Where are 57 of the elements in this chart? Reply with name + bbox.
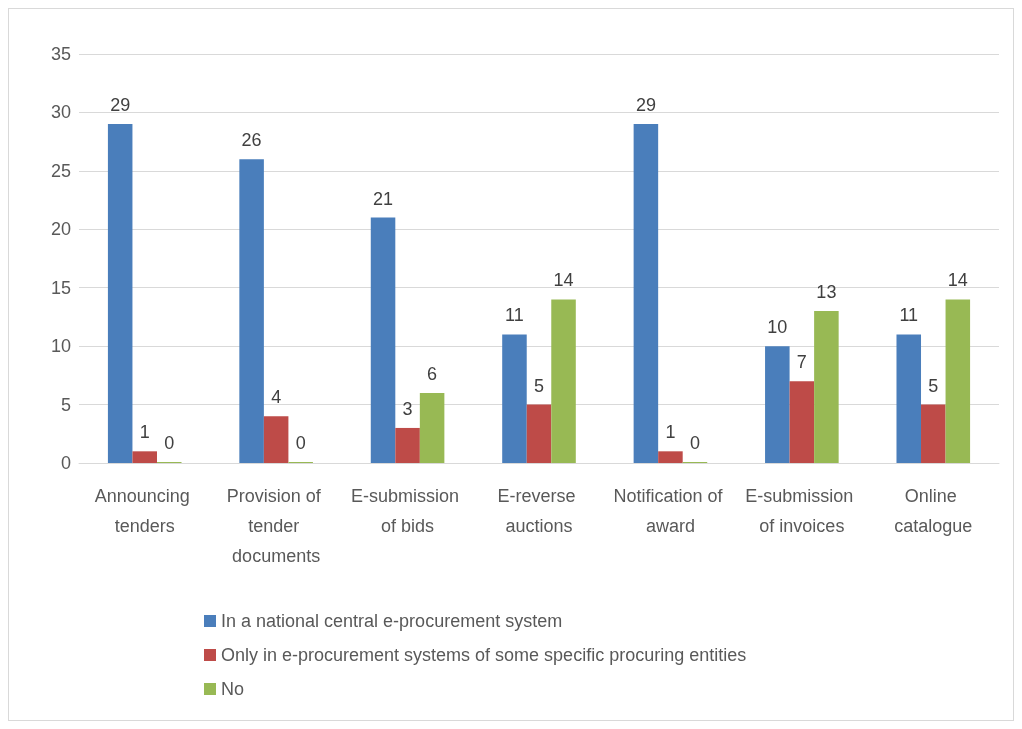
x-tick-label: Notification of award [613, 486, 728, 536]
x-tick-label: E-submission of invoices [745, 486, 859, 536]
data-label: 26 [241, 130, 262, 151]
data-label: 6 [427, 363, 438, 384]
data-label: 7 [796, 352, 807, 373]
bar [814, 311, 839, 463]
data-label: 3 [402, 398, 413, 419]
y-tick-label: 25 [50, 160, 71, 181]
bar [502, 334, 527, 463]
bar [239, 159, 264, 463]
data-label: 13 [816, 282, 837, 303]
data-label: 29 [635, 95, 656, 116]
legend-label: No [221, 679, 245, 699]
bar [633, 124, 659, 463]
bar [896, 334, 922, 463]
data-label: 29 [110, 95, 131, 116]
x-tick-label: Online catalogue [894, 486, 973, 536]
y-tick-label: 35 [50, 44, 71, 64]
bar [945, 299, 971, 463]
bar [789, 381, 815, 463]
y-tick-label: 10 [50, 336, 71, 357]
data-label: 1 [665, 422, 676, 443]
data-label: 10 [767, 317, 788, 338]
bar [419, 392, 445, 463]
legend-label: Only in e-procurement systems of some specific procuring entities [221, 645, 747, 665]
bar [395, 427, 420, 463]
data-label: 14 [947, 270, 968, 291]
y-tick-label: 0 [60, 453, 71, 473]
data-label: 0 [295, 433, 306, 453]
bar [107, 124, 133, 463]
y-tick-label: 5 [60, 394, 71, 415]
data-label: 11 [505, 305, 524, 326]
bar [658, 451, 683, 463]
bar [921, 404, 946, 463]
bar [132, 451, 157, 463]
data-label: 5 [928, 375, 939, 396]
bar [765, 346, 790, 463]
legend-label: In a national central e-procurement system [221, 611, 563, 631]
data-label: 14 [553, 270, 574, 291]
data-label: 4 [271, 387, 282, 408]
y-tick-label: 30 [50, 102, 71, 123]
data-label: 5 [533, 375, 545, 396]
y-tick-label: 15 [50, 277, 71, 298]
bar [370, 217, 396, 463]
x-tick-label: Announcing tenders [94, 486, 195, 536]
data-label: 21 [373, 188, 394, 209]
x-tick-label: Provision of tender documents [226, 486, 326, 566]
bar [263, 416, 289, 463]
bar [551, 299, 576, 463]
data-label: 0 [689, 433, 700, 453]
data-label: 11 [899, 305, 919, 326]
y-tick-label: 20 [50, 219, 71, 240]
x-tick-label: E-reverse auctions [497, 486, 581, 536]
data-label: 0 [164, 433, 175, 453]
data-label: 1 [139, 422, 150, 443]
bar [526, 404, 552, 463]
x-tick-label: E-submission of bids [351, 486, 465, 536]
